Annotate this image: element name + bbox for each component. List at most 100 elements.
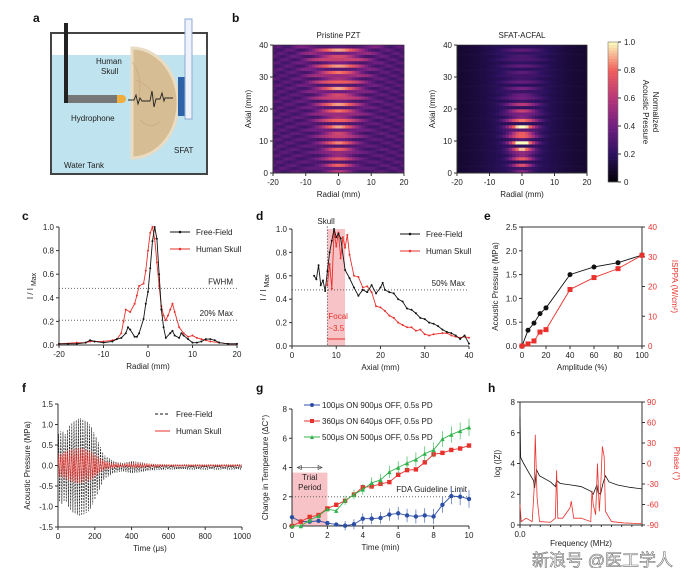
heatmap-cell xyxy=(390,109,395,113)
heatmap-cell xyxy=(486,93,490,97)
heatmap-cell xyxy=(292,61,297,65)
heatmap-cell xyxy=(479,112,484,116)
data-point xyxy=(344,268,347,271)
heatmap-cell xyxy=(548,61,552,65)
heatmap-cell xyxy=(489,73,494,78)
heatmap-cell xyxy=(312,77,316,81)
heatmap-cell xyxy=(557,147,562,151)
heatmap-cell xyxy=(496,48,500,52)
heatmap-cell xyxy=(299,153,303,158)
heatmap-cell xyxy=(583,86,588,91)
heatmap-cell xyxy=(387,157,392,161)
y-tick-label: 20 xyxy=(443,105,452,114)
heatmap-cell xyxy=(564,105,568,110)
heatmap-cell xyxy=(331,125,336,129)
heatmap-cell xyxy=(483,163,487,167)
heatmap-cell xyxy=(535,93,539,97)
heatmap-cell xyxy=(512,61,516,65)
heatmap-cell xyxy=(548,115,552,119)
heatmap-cell xyxy=(577,54,581,59)
heatmap-cell xyxy=(341,141,346,145)
heatmap-cell xyxy=(361,169,365,174)
heatmap-cell xyxy=(377,125,382,129)
heatmap-cell xyxy=(364,70,369,75)
heatmap-cell xyxy=(273,99,277,103)
heatmap-cell xyxy=(505,166,510,171)
heatmap-cell xyxy=(551,153,555,158)
heatmap-cell xyxy=(341,131,346,135)
heatmap-cell xyxy=(273,54,277,59)
heatmap-cell xyxy=(341,70,346,75)
heatmap-cell xyxy=(512,166,516,171)
heatmap-cell xyxy=(457,70,461,75)
heatmap-cell xyxy=(282,157,287,161)
heatmap-cell xyxy=(341,144,346,148)
heatmap-cell xyxy=(312,102,316,107)
colorbar-segment xyxy=(608,154,618,158)
heatmap-cell xyxy=(345,45,349,49)
heatmap-cell xyxy=(502,169,507,174)
heatmap-cell xyxy=(348,77,352,81)
heatmap-cell xyxy=(567,115,572,119)
heatmap-cell xyxy=(348,48,352,52)
heatmap-cell xyxy=(574,169,578,174)
colorbar-segment xyxy=(608,159,618,163)
heatmap-cell xyxy=(463,48,468,52)
heatmap-cell xyxy=(544,157,549,161)
x-tick-label: 0 xyxy=(336,178,341,187)
heatmap-cell xyxy=(361,67,365,71)
heatmap-cell xyxy=(325,57,329,62)
colorbar-tick-label: 0.6 xyxy=(624,94,636,103)
heatmap-cell xyxy=(580,48,585,52)
heatmap-cell xyxy=(302,169,307,174)
heatmap-cell xyxy=(345,112,349,116)
heatmap-cell xyxy=(335,61,339,65)
heatmap-cell xyxy=(518,64,523,68)
data-point xyxy=(370,291,373,294)
heatmap-cell xyxy=(489,99,494,103)
heatmap-cell xyxy=(509,70,513,75)
data-point xyxy=(440,450,445,456)
heatmap-cell xyxy=(331,99,336,103)
heatmap-cell xyxy=(377,160,382,164)
heatmap-cell xyxy=(279,105,284,110)
heatmap-cell xyxy=(525,134,529,139)
heatmap-cell xyxy=(577,128,581,132)
heatmap-cell xyxy=(502,141,507,145)
heatmap-cell xyxy=(335,121,339,126)
heatmap-cell xyxy=(312,86,316,91)
heatmap-cell xyxy=(577,67,581,71)
heatmap-cell xyxy=(387,73,392,78)
heatmap-cell xyxy=(557,150,562,155)
heatmap-cell xyxy=(518,48,523,52)
heatmap-cell xyxy=(299,80,303,84)
heatmap-cell xyxy=(358,77,362,81)
data-point xyxy=(525,341,531,347)
heatmap-cell xyxy=(312,105,316,110)
heatmap-cell xyxy=(561,61,565,65)
heatmap-cell xyxy=(289,45,293,49)
heatmap-cell xyxy=(381,163,385,167)
heatmap-cell xyxy=(367,77,372,81)
heatmap-cell xyxy=(390,105,395,110)
heatmap-cell xyxy=(295,157,300,161)
heatmap-cell xyxy=(499,153,503,158)
heatmap-cell xyxy=(515,118,520,123)
heatmap-cell xyxy=(295,51,300,55)
data-point xyxy=(58,342,60,345)
heatmap-cell xyxy=(515,80,520,84)
heatmap-cell xyxy=(371,89,375,94)
heatmap-cell xyxy=(354,125,359,129)
heatmap-cell xyxy=(348,115,352,119)
heatmap-cell xyxy=(457,61,461,65)
heatmap-cell xyxy=(496,93,500,97)
heatmap-cell xyxy=(384,73,388,78)
heatmap-cell xyxy=(328,131,333,135)
heatmap-cell xyxy=(394,102,398,107)
heatmap-cell xyxy=(473,102,477,107)
heatmap-cell xyxy=(387,93,392,97)
colorbar-segment xyxy=(608,123,618,127)
heatmap-cell xyxy=(463,64,468,68)
heatmap-cell xyxy=(331,93,336,97)
